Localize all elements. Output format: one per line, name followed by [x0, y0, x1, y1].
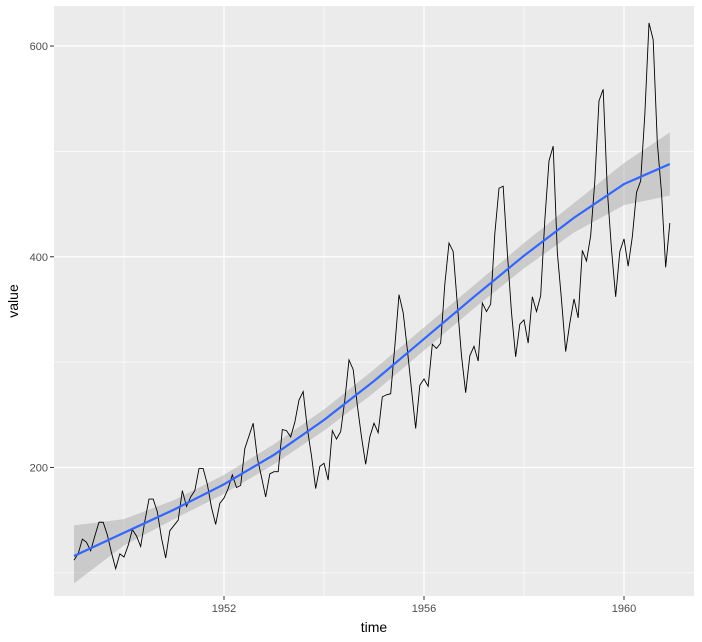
x-tick-label: 1952: [212, 603, 236, 615]
major-gridlines: [54, 6, 694, 596]
x-axis-ticks: 1952 1956 1960: [212, 596, 636, 615]
series-line: [73, 22, 671, 571]
y-tick-label: 400: [30, 252, 48, 264]
y-axis-title: value: [5, 284, 21, 318]
smooth-confidence-ribbon: [74, 132, 670, 584]
y-axis-ticks: 200 400 600: [30, 41, 54, 474]
x-axis-title: time: [361, 619, 388, 635]
minor-gridlines: [54, 6, 694, 596]
y-tick-label: 600: [30, 41, 48, 53]
x-tick-label: 1960: [612, 603, 636, 615]
plot-panel: [54, 6, 694, 596]
smooth-trend-line: [73, 163, 671, 557]
y-tick-label: 200: [30, 462, 48, 474]
x-tick-label: 1956: [412, 603, 436, 615]
